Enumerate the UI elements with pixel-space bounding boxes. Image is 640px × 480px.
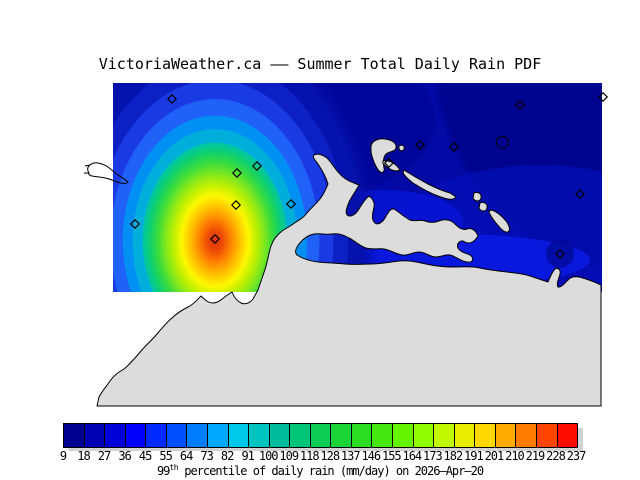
colorbar-cell [434, 424, 455, 447]
colorbar-cell [269, 424, 291, 447]
island-hook [488, 209, 510, 233]
colorbar-cell [351, 424, 373, 447]
colorbar-tick-label: 45 [138, 449, 152, 463]
colorbar-tick-label: 18 [77, 449, 90, 463]
colorbar-cell [557, 424, 578, 447]
islet-b [478, 201, 488, 212]
station-marker [285, 198, 297, 210]
land-masses [96, 138, 602, 407]
colorbar [63, 423, 578, 448]
colorbar-shadow-bottom [68, 446, 583, 451]
colorbar-tick-label: 73 [200, 449, 213, 463]
colorbar-tick-label: 182 [443, 449, 464, 463]
colorbar-tick-label: 137 [340, 449, 361, 463]
colorbar-shadow-right [577, 428, 583, 451]
colorbar-cell [207, 424, 229, 447]
colorbar-cell [331, 424, 352, 447]
station-marker [414, 139, 426, 151]
colorbar-cell [536, 424, 558, 447]
colorbar-tick-label: 173 [423, 449, 443, 463]
colorbar-cell [475, 424, 496, 447]
colorbar-tick-label: 91 [241, 449, 254, 463]
caption-rest: percentile of daily rain (mm/day) on 202… [178, 464, 484, 478]
outline-island-west [87, 162, 129, 184]
colorbar-tick-label: 36 [118, 449, 131, 463]
colorbar-tick-label: 100 [258, 449, 279, 463]
station-marker [448, 141, 460, 153]
caption-superscript: th [169, 463, 179, 472]
colorbar-cell [105, 424, 126, 447]
station-marker [251, 160, 263, 172]
colorbar-tick-label: 191 [464, 449, 484, 463]
colorbar-tick-label: 146 [361, 449, 381, 463]
outline-island-east [495, 136, 509, 149]
islet-small [398, 144, 405, 152]
colorbar-tick-label: 55 [159, 449, 172, 463]
colorbar-tick-label: 118 [299, 449, 320, 463]
colorbar-cell [187, 424, 208, 447]
colorbar-cell [125, 424, 147, 447]
colorbar-tick-label: 64 [179, 449, 193, 463]
station-marker [209, 233, 221, 245]
colorbar-cell [228, 424, 250, 447]
station-marker [383, 157, 395, 169]
colorbar-cell [166, 424, 188, 447]
mainland-coastline [96, 153, 602, 407]
colorbar-cell [393, 424, 414, 447]
station-marker [129, 218, 141, 230]
colorbar-tick-label: 164 [402, 449, 422, 463]
colorbar-cell [372, 424, 393, 447]
colorbar-tick-label: 82 [220, 449, 234, 463]
colorbar-tick-label: 9 [59, 449, 67, 463]
outline-island-west-tick1 [84, 164, 91, 167]
island-chain-east [402, 169, 457, 200]
station-marker [514, 99, 526, 111]
station-marker [231, 167, 243, 179]
station-marker [166, 93, 178, 105]
colorbar-tick-label: 228 [546, 449, 566, 463]
station-marker [230, 199, 242, 211]
station-marker [597, 91, 609, 103]
colorbar-cell [146, 424, 167, 447]
colorbar-tick-label: 109 [279, 449, 299, 463]
colorbar-tick-label: 155 [381, 449, 402, 463]
station-marker [574, 188, 586, 200]
colorbar-tick-label: 210 [505, 449, 525, 463]
colorbar-tick-label: 128 [320, 449, 340, 463]
colorbar-cell [84, 424, 106, 447]
colorbar-cell [454, 424, 476, 447]
colorbar-cell [249, 424, 270, 447]
colorbar-cell [413, 424, 435, 447]
colorbar-caption: 99th percentile of daily rain (mm/day) o… [0, 461, 640, 478]
colorbar-tick-labels: 9 18 27 36 45 55 64 73 82 91 100 109 118 128 137 146 155… [0, 450, 640, 463]
station-markers [129, 91, 609, 260]
colorbar-tick-label: 237 [566, 449, 587, 463]
caption-base: 99 [156, 464, 170, 478]
colorbar-cell [64, 424, 85, 447]
island-chain-west [382, 160, 401, 172]
colorbar-cell [290, 424, 311, 447]
colorbar-tick-label: 201 [484, 449, 505, 463]
colorbar-cell [516, 424, 537, 447]
colorbar-tick-label: 27 [97, 449, 111, 463]
island-walrus [370, 138, 397, 173]
colorbar-cell [495, 424, 517, 447]
colorbar-cell [310, 424, 332, 447]
station-marker [554, 248, 566, 260]
islet-a [472, 191, 482, 202]
island-outlines [84, 136, 509, 184]
map-title: VictoriaWeather.ca —— Summer Total Daily… [98, 55, 542, 73]
colorbar-tick-label: 219 [525, 449, 546, 463]
